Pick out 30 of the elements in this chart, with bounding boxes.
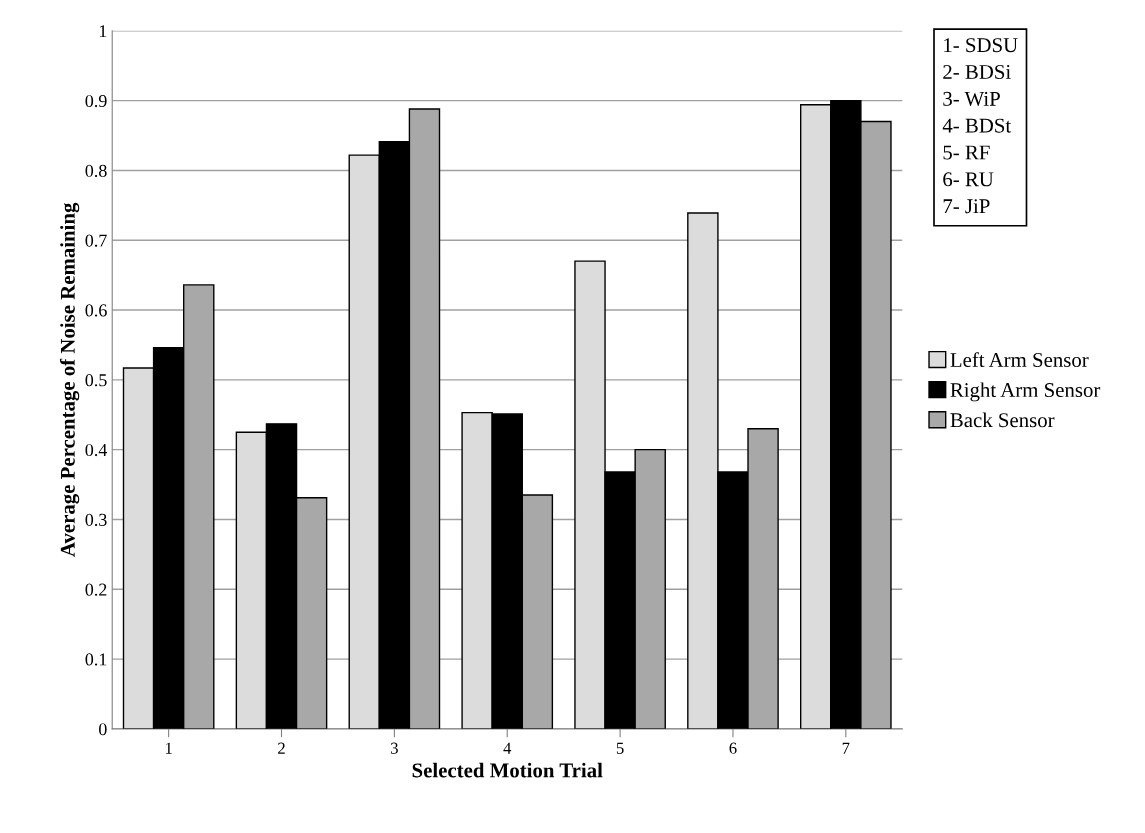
x-axis-title: Selected Motion Trial (412, 762, 603, 778)
x-tick-label: 6 (729, 742, 737, 754)
x-tick-label: 4 (503, 742, 512, 754)
text: 1- SDSU (944, 38, 1018, 53)
y-tick-label: 0.1 (85, 653, 107, 666)
legend-label: Left Arm Sensor (950, 352, 1089, 368)
x-tick-label: 7 (842, 742, 850, 754)
legend-label: Right Arm Sensor (950, 382, 1101, 402)
x-tick-label: 2 (278, 742, 285, 754)
legend-label: Back Sensor (950, 412, 1055, 428)
y-tick-label: 0.4 (85, 443, 108, 457)
text: 6- RU (943, 172, 994, 187)
x-tick-label: 1 (165, 742, 172, 754)
y-tick-label: 0 (99, 723, 107, 736)
x-tick-label: 5 (616, 742, 624, 754)
y-tick-label: 0.6 (85, 304, 107, 317)
y-tick-label: 0.5 (85, 374, 107, 387)
y-axis-title: Average Percentage of Noise Remaining (59, 202, 80, 557)
text: 4- BDSt (942, 118, 1012, 133)
y-tick-label: 1 (99, 25, 107, 38)
x-tick-label: 3 (391, 742, 398, 754)
text: 3- WiP (943, 91, 1000, 106)
y-tick-label: 0.3 (85, 513, 107, 526)
y-tick-label: 0.7 (85, 234, 107, 247)
y-tick-label: 0.8 (85, 164, 107, 177)
text: 2- BDSi (943, 64, 1011, 79)
text: 5- RF (943, 145, 990, 160)
y-tick-label: 0.2 (85, 583, 107, 596)
y-tick-label: 0.9 (85, 94, 107, 108)
text: 7- JiP (943, 199, 990, 214)
